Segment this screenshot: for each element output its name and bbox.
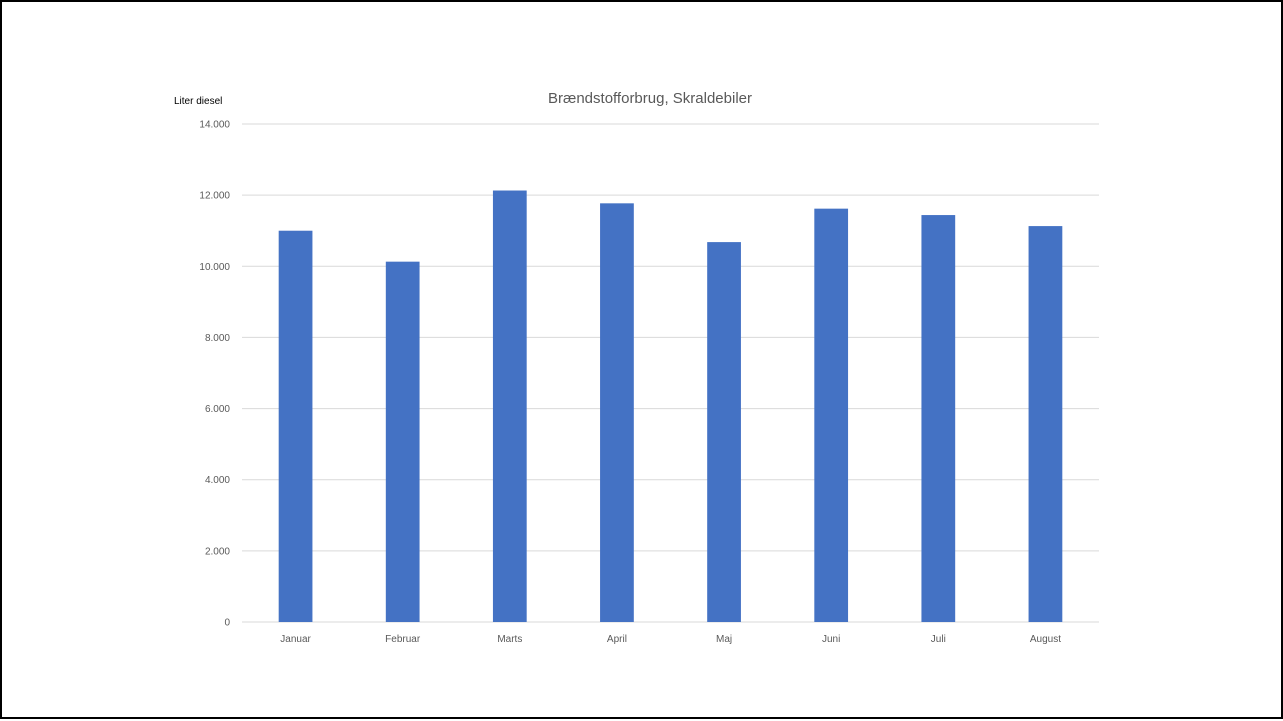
bar-februar bbox=[385, 261, 420, 622]
x-tick-label: August bbox=[1030, 634, 1061, 645]
gridlines bbox=[242, 123, 1099, 623]
bar-april bbox=[600, 203, 634, 622]
bar-juni bbox=[814, 208, 849, 622]
x-tick-label: Januar bbox=[280, 634, 311, 645]
y-tick-label: 6.000 bbox=[205, 404, 230, 415]
chart-title: Brændstofforbrug, Skraldebiler bbox=[548, 90, 752, 107]
y-tick-label: 2.000 bbox=[205, 546, 230, 557]
bar-juli bbox=[921, 215, 956, 622]
x-tick-label: Marts bbox=[497, 634, 522, 645]
bar-marts bbox=[492, 190, 527, 623]
x-tick-label: Maj bbox=[716, 634, 732, 645]
y-tick-labels: 0 2.000 4.000 6.000 8.000 10.000 12.000 14.000 bbox=[199, 120, 230, 629]
y-axis-label: Liter diesel bbox=[174, 96, 222, 107]
y-tick-label: 12.000 bbox=[199, 191, 230, 202]
y-tick-label: 8.000 bbox=[205, 333, 230, 344]
bars bbox=[278, 190, 1063, 623]
y-tick-label: 4.000 bbox=[205, 475, 230, 486]
x-tick-label: Juni bbox=[822, 634, 840, 645]
y-tick-label: 0 bbox=[224, 618, 230, 629]
y-tick-label: 10.000 bbox=[199, 262, 230, 273]
x-tick-label: Juli bbox=[931, 634, 946, 645]
x-tick-labels: Januar Februar Marts April Maj Juni Juli August bbox=[280, 634, 1061, 645]
bar-august bbox=[1028, 226, 1063, 622]
bar-maj bbox=[707, 242, 741, 622]
x-tick-label: April bbox=[607, 634, 627, 645]
y-tick-label: 14.000 bbox=[199, 120, 230, 131]
bar-januar bbox=[278, 230, 313, 622]
x-tick-label: Februar bbox=[385, 634, 421, 645]
